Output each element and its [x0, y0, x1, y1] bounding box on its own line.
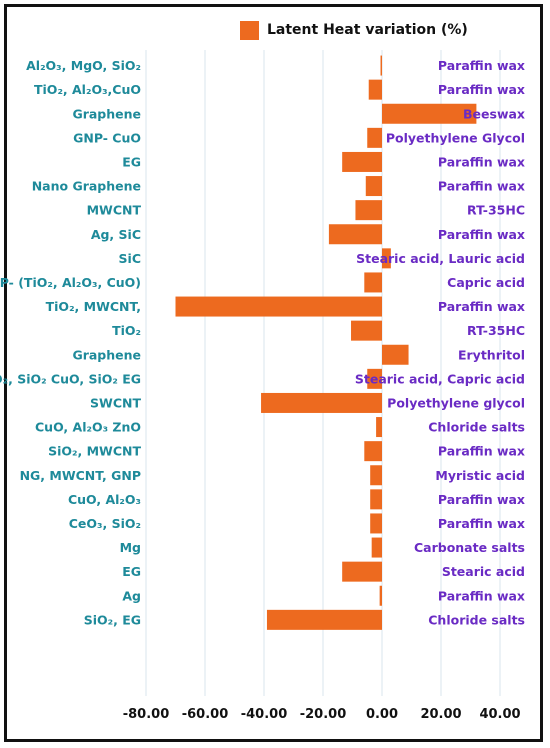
pcm-label: Paraffin wax: [438, 299, 525, 314]
x-tick-label: 20.00: [420, 707, 461, 722]
pcm-label: RT-35HC: [467, 323, 525, 338]
pcm-label: Erythritol: [458, 347, 525, 362]
category-label: MWCNT: [87, 203, 142, 218]
category-label: Mg: [120, 540, 141, 555]
pcm-label: Polyethylene Glycol: [386, 130, 525, 145]
bar: [380, 55, 383, 76]
bar: [266, 609, 382, 630]
bar: [382, 248, 391, 269]
bar: [370, 513, 382, 534]
category-label: Ag, SiC: [91, 227, 141, 242]
pcm-label: Paraffin wax: [438, 492, 525, 507]
pcm-label: Paraffin wax: [438, 588, 525, 603]
category-label: EG: [122, 154, 141, 169]
bar: [328, 224, 382, 245]
category-label: Al₂O₃, MgO, SiO₂: [26, 58, 141, 73]
bar: [371, 537, 382, 558]
bar: [364, 441, 382, 462]
bar: [368, 79, 382, 100]
category-label: CeO₃, SiO₂: [69, 516, 141, 531]
category-label: GNP- (TiO₂, Al₂O₃, CuO): [0, 275, 141, 290]
bar: [382, 344, 409, 365]
category-label: SWCNT: [90, 395, 141, 410]
pcm-label: Chloride salts: [428, 612, 525, 627]
pcm-label: Stearic acid: [442, 564, 525, 579]
category-label: CuO, Al₂O₃ ZnO: [35, 420, 141, 435]
bar: [261, 392, 382, 413]
bar: [355, 200, 382, 221]
legend-label: Latent Heat variation (%): [267, 22, 468, 38]
x-tick-label: 40.00: [479, 707, 520, 722]
pcm-label: Paraffin wax: [438, 444, 525, 459]
x-tick-label: -60.00: [182, 707, 229, 722]
category-label: Graphene: [72, 106, 141, 121]
bar: [365, 176, 382, 197]
category-label: SiO₂, EG: [84, 612, 141, 627]
category-label: GNP- CuO: [73, 130, 141, 145]
x-tick-label: -40.00: [241, 707, 288, 722]
pcm-label: Paraffin wax: [438, 179, 525, 194]
category-label: NG, MWCNT, GNP: [20, 468, 141, 483]
category-label: TiO₂, MWCNT,: [46, 299, 141, 314]
x-tick-label: -20.00: [300, 707, 347, 722]
bar: [367, 127, 382, 148]
legend: Latent Heat variation (%): [240, 20, 468, 40]
category-label: TiO₂: [112, 323, 141, 338]
pcm-label: Paraffin wax: [438, 82, 525, 97]
bar: [342, 151, 382, 172]
pcm-label: Myristic acid: [435, 468, 525, 483]
category-label: CuO, Al₂O₃: [68, 492, 141, 507]
pcm-label: Capric acid: [447, 275, 525, 290]
pcm-label: Beeswax: [463, 106, 525, 121]
bar: [370, 465, 382, 486]
bar: [367, 368, 382, 389]
pcm-label: Paraffin wax: [438, 227, 525, 242]
pcm-label: RT-35HC: [467, 203, 525, 218]
x-tick-label: 0.00: [366, 707, 398, 722]
pcm-label: Stearic acid, Lauric acid: [356, 251, 525, 266]
legend-swatch: [240, 20, 259, 40]
category-label: Graphene: [72, 347, 141, 362]
bar: [376, 417, 382, 438]
pcm-label: Polyethylene glycol: [387, 395, 525, 410]
pcm-label: Stearic acid, Capric acid: [355, 371, 525, 386]
bar: [351, 320, 382, 341]
bar: [175, 296, 382, 317]
pcm-label: Paraffin wax: [438, 154, 525, 169]
bar: [370, 489, 382, 510]
category-label: EG: [122, 564, 141, 579]
x-tick-label: -80.00: [123, 707, 170, 722]
pcm-label: Paraffin wax: [438, 58, 525, 73]
category-label: Ag: [122, 588, 141, 603]
pcm-label: Chloride salts: [428, 420, 525, 435]
bar: [382, 103, 477, 124]
category-label: SiC: [119, 251, 141, 266]
category-label: SiO₂, MWCNT: [48, 444, 141, 459]
bar: [342, 561, 382, 582]
bar: [364, 272, 382, 293]
category-label: Nano Graphene: [32, 179, 141, 194]
pcm-label: Carbonate salts: [414, 540, 525, 555]
bar: [379, 585, 382, 606]
category-label: TiO₂, Al₂O₃,CuO: [34, 82, 141, 97]
pcm-label: Paraffin wax: [438, 516, 525, 531]
category-label: SiO₂, SiO₂ CuO, SiO₂ EG: [0, 371, 141, 386]
